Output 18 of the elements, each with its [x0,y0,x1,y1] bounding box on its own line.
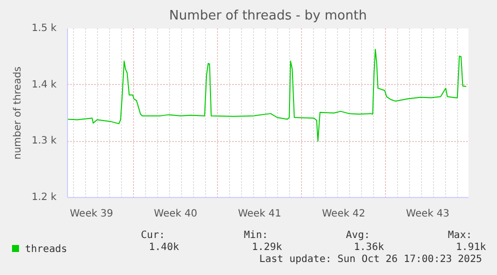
x-tick-label: Week 39 [70,208,114,220]
y-axis-title: number of threads [12,66,24,160]
legend-label: threads [24,244,68,255]
y-tick-label: 1.3 k [32,136,57,147]
text: Avg: 1.36k [346,230,384,253]
x-tick-label: Week 41 [238,208,282,220]
x-tick-label: Week 40 [154,208,198,220]
text: Last update: Sun Oct 26 17:00:23 2025 [259,254,482,265]
text: Cur: 1.40k [140,230,179,253]
chart-title: Number of threads - by month [169,8,367,24]
x-tick-label: Week 43 [406,208,450,220]
x-tick-label: Week 42 [322,208,366,220]
y-tick-label: 1.2 k [32,192,57,203]
line-series [68,48,467,142]
text: Max: 1.91k [448,230,486,253]
y-tick-label: 1.4 k [32,79,57,90]
y-tick-label: 1.5 k [32,23,57,34]
text: Min: 1.29k [244,230,282,253]
